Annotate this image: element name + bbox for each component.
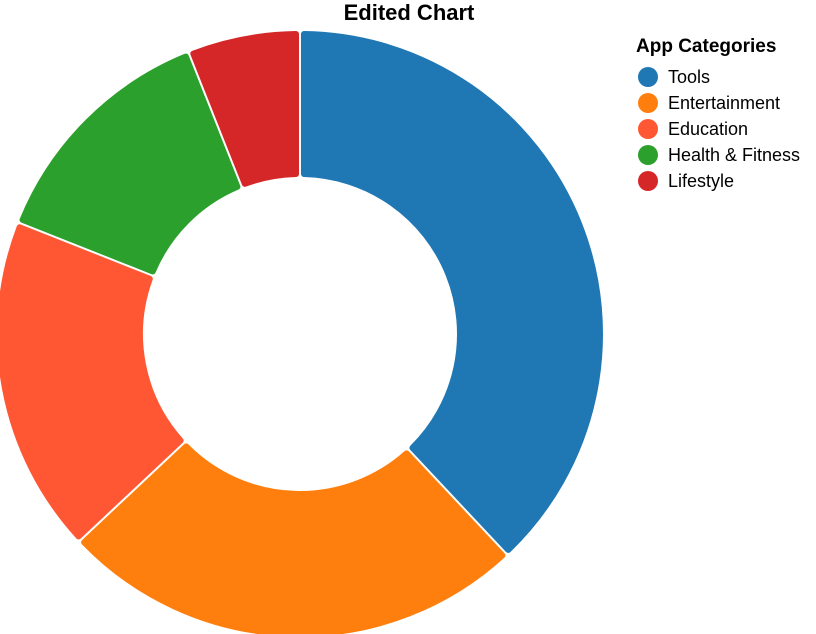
legend-marker-entertainment [638, 93, 658, 113]
slice-tools [301, 31, 603, 553]
legend-marker-health-fitness [638, 145, 658, 165]
donut-slices [0, 31, 603, 634]
legend-item-education: Education [638, 119, 748, 139]
legend-title: App Categories [636, 36, 776, 57]
slice-health-fitness [19, 53, 241, 275]
chart-title: Edited Chart [344, 0, 475, 25]
legend: App Categories Tools Entertainment Educati… [636, 36, 800, 191]
legend-label-tools: Tools [668, 67, 710, 87]
legend-marker-tools [638, 67, 658, 87]
legend-marker-education [638, 119, 658, 139]
legend-item-entertainment: Entertainment [638, 93, 780, 113]
legend-item-tools: Tools [638, 67, 710, 87]
slice-lifestyle [190, 31, 299, 187]
legend-label-entertainment: Entertainment [668, 93, 780, 113]
legend-item-health-fitness: Health & Fitness [638, 145, 800, 165]
legend-label-education: Education [668, 119, 748, 139]
slice-education [0, 224, 184, 540]
legend-item-lifestyle: Lifestyle [638, 171, 734, 191]
slice-entertainment [81, 443, 506, 634]
legend-marker-lifestyle [638, 171, 658, 191]
legend-label-health-fitness: Health & Fitness [668, 145, 800, 165]
legend-label-lifestyle: Lifestyle [668, 171, 734, 191]
legend-items: Tools Entertainment Education Health & Fitn… [638, 67, 800, 191]
